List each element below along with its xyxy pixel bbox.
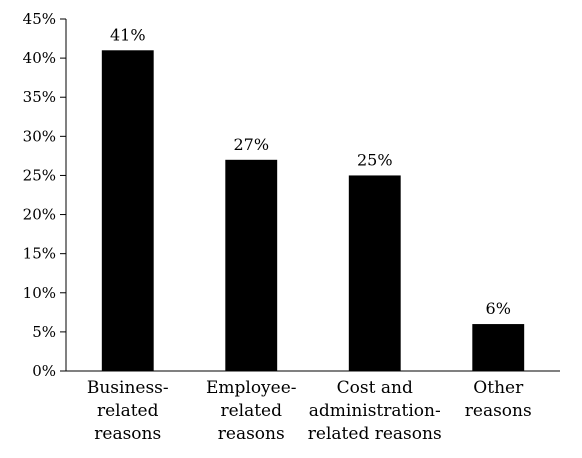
data-label: 41% bbox=[110, 25, 146, 44]
bar bbox=[348, 175, 401, 371]
data-label: 27% bbox=[233, 135, 269, 154]
bar bbox=[101, 50, 154, 372]
bar bbox=[225, 159, 278, 371]
data-label: 6% bbox=[486, 299, 511, 318]
y-tick-label: 30% bbox=[23, 127, 56, 145]
y-tick-label: 0% bbox=[32, 362, 56, 380]
y-tick-label: 5% bbox=[32, 323, 56, 341]
x-category-label-line: reasons bbox=[218, 424, 285, 444]
y-tick-label: 35% bbox=[23, 88, 56, 106]
y-tick-label: 45% bbox=[23, 10, 56, 28]
x-category-label-line: Business- bbox=[87, 378, 169, 398]
y-tick-label: 40% bbox=[23, 49, 56, 67]
x-category-label-line: reasons bbox=[465, 401, 532, 421]
x-category-label: Other reasons bbox=[465, 378, 532, 421]
y-tick-label: 25% bbox=[23, 166, 56, 184]
x-category-label-line: reasons bbox=[94, 424, 161, 444]
x-category-label-line: related bbox=[220, 401, 282, 421]
x-category-label-line: administration- bbox=[309, 401, 441, 421]
x-category-label-line: related bbox=[97, 401, 159, 421]
bar bbox=[472, 324, 525, 371]
x-category-label: Employee-related reasons bbox=[206, 378, 297, 444]
y-tick-label: 15% bbox=[23, 245, 56, 263]
x-category-label: Business-related reasons bbox=[87, 378, 169, 444]
x-category-label-line: related reasons bbox=[308, 424, 442, 444]
bars bbox=[101, 50, 525, 372]
x-category-label-line: Employee- bbox=[206, 378, 297, 398]
y-tick-label: 10% bbox=[23, 284, 56, 302]
category-labels: Business-related reasons Employee-related r… bbox=[87, 378, 532, 444]
y-axis-ticks: 0% 5% 10% 15% 20% 25% 30% 35% 40% 45% bbox=[23, 10, 66, 380]
x-category-label: Cost and administration-related reasons bbox=[308, 378, 442, 444]
x-category-label-line: Other bbox=[473, 378, 524, 398]
data-labels: 41% 27% 25% 6% bbox=[110, 25, 511, 318]
y-tick-label: 20% bbox=[23, 206, 56, 224]
data-label: 25% bbox=[357, 150, 393, 169]
x-category-label-line: Cost and bbox=[337, 378, 413, 398]
